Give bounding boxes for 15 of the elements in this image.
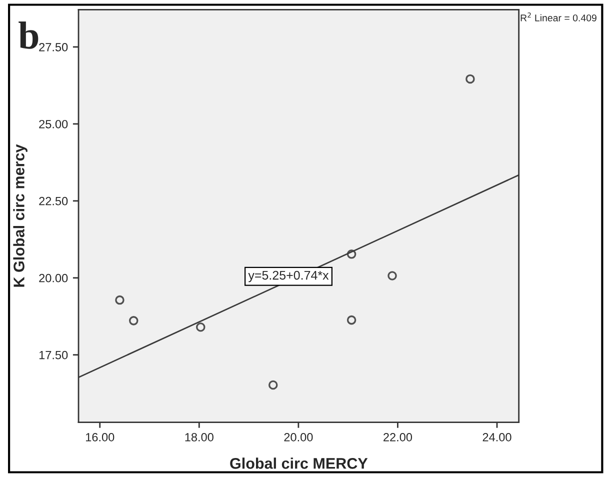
annotation: y=5.25+0.74*x — [248, 270, 329, 282]
x-tick-label: 24.00 — [482, 433, 512, 442]
text: b — [18, 21, 38, 49]
y-tick-label: 22.50 — [39, 196, 68, 206]
x-tick-label: 18.00 — [185, 433, 214, 442]
x-tick-label: 16.00 — [86, 433, 114, 442]
x-tick-label: 20.00 — [284, 433, 313, 442]
y-tick-label: 17.50 — [39, 350, 68, 360]
x-axis-title: Global circ MERCY — [230, 458, 368, 469]
y-tick-label: 27.50 — [39, 42, 68, 52]
y-tick-label: 20.00 — [39, 274, 68, 282]
y-tick-label: 25.00 — [39, 120, 68, 128]
text: R$^{2}$ Linear = 0.409 — [520, 12, 596, 22]
x-tick-label: 22.00 — [384, 433, 412, 442]
y-axis-title: K Global circ mercy — [13, 144, 28, 287]
